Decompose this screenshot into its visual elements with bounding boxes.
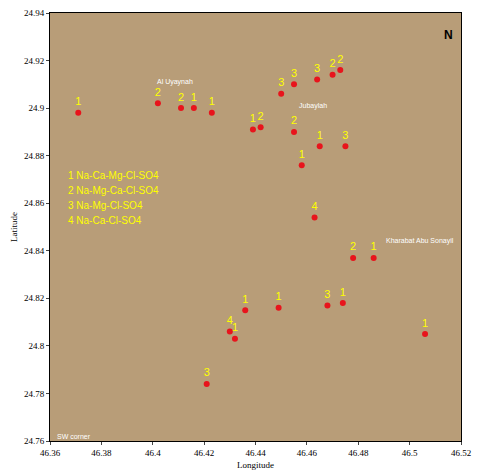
svg-text:1: 1	[422, 317, 428, 329]
svg-text:24.9: 24.9	[28, 103, 44, 113]
svg-text:24.8: 24.8	[28, 341, 44, 351]
svg-text:3: 3	[204, 366, 210, 378]
svg-text:2 Na-Mg-Ca-Cl-SO4: 2 Na-Mg-Ca-Cl-SO4	[68, 185, 159, 196]
svg-text:Jubaylah: Jubaylah	[299, 102, 327, 110]
svg-text:3: 3	[342, 129, 348, 141]
svg-text:46.52: 46.52	[451, 448, 471, 458]
svg-text:24.82: 24.82	[24, 293, 44, 303]
svg-text:46.4: 46.4	[145, 448, 161, 458]
svg-text:2: 2	[155, 86, 161, 98]
svg-text:4: 4	[227, 314, 233, 326]
svg-text:2: 2	[337, 53, 343, 65]
svg-text:Latitude: Latitude	[9, 212, 19, 242]
svg-text:24.78: 24.78	[24, 389, 45, 399]
svg-text:2: 2	[291, 114, 297, 126]
svg-text:1: 1	[232, 321, 238, 333]
svg-text:Longitude: Longitude	[237, 460, 274, 470]
svg-text:4: 4	[312, 200, 318, 212]
svg-text:1: 1	[276, 290, 282, 302]
svg-text:46.5: 46.5	[402, 448, 418, 458]
svg-text:4 Na-Ca-Cl-SO4: 4 Na-Ca-Cl-SO4	[68, 215, 142, 226]
svg-text:3: 3	[291, 67, 297, 79]
svg-text:3: 3	[314, 62, 320, 74]
svg-text:24.94: 24.94	[24, 8, 45, 18]
svg-text:46.44: 46.44	[245, 448, 266, 458]
svg-text:Al Uyaynah: Al Uyaynah	[157, 78, 193, 86]
svg-text:1: 1	[250, 112, 256, 124]
svg-text:46.42: 46.42	[194, 448, 214, 458]
svg-text:2: 2	[258, 110, 264, 122]
svg-text:1: 1	[317, 129, 323, 141]
svg-text:24.86: 24.86	[24, 198, 45, 208]
svg-text:1: 1	[340, 286, 346, 298]
svg-text:SW corner: SW corner	[57, 433, 91, 440]
svg-text:1: 1	[75, 95, 81, 107]
svg-text:46.38: 46.38	[91, 448, 112, 458]
svg-text:24.88: 24.88	[24, 151, 45, 161]
svg-text:1: 1	[371, 240, 377, 252]
svg-text:24.76: 24.76	[24, 436, 45, 446]
svg-text:2: 2	[178, 91, 184, 103]
svg-text:46.48: 46.48	[348, 448, 369, 458]
svg-text:1: 1	[191, 91, 197, 103]
svg-text:N: N	[444, 28, 453, 42]
svg-text:1: 1	[209, 95, 215, 107]
svg-text:3: 3	[324, 288, 330, 300]
svg-text:3: 3	[278, 76, 284, 88]
svg-text:1 Na-Ca-Mg-Cl-SO4: 1 Na-Ca-Mg-Cl-SO4	[68, 170, 159, 181]
svg-text:1: 1	[242, 293, 248, 305]
svg-text:24.84: 24.84	[24, 246, 45, 256]
svg-text:46.36: 46.36	[40, 448, 61, 458]
svg-text:2: 2	[350, 240, 356, 252]
svg-text:2: 2	[329, 57, 335, 69]
svg-text:1: 1	[299, 148, 305, 160]
svg-text:Kharabat Abu Sonayil: Kharabat Abu Sonayil	[386, 237, 454, 245]
svg-text:46.46: 46.46	[297, 448, 318, 458]
svg-text:24.92: 24.92	[24, 56, 44, 66]
svg-text:3 Na-Mg-Cl-SO4: 3 Na-Mg-Cl-SO4	[68, 200, 143, 211]
